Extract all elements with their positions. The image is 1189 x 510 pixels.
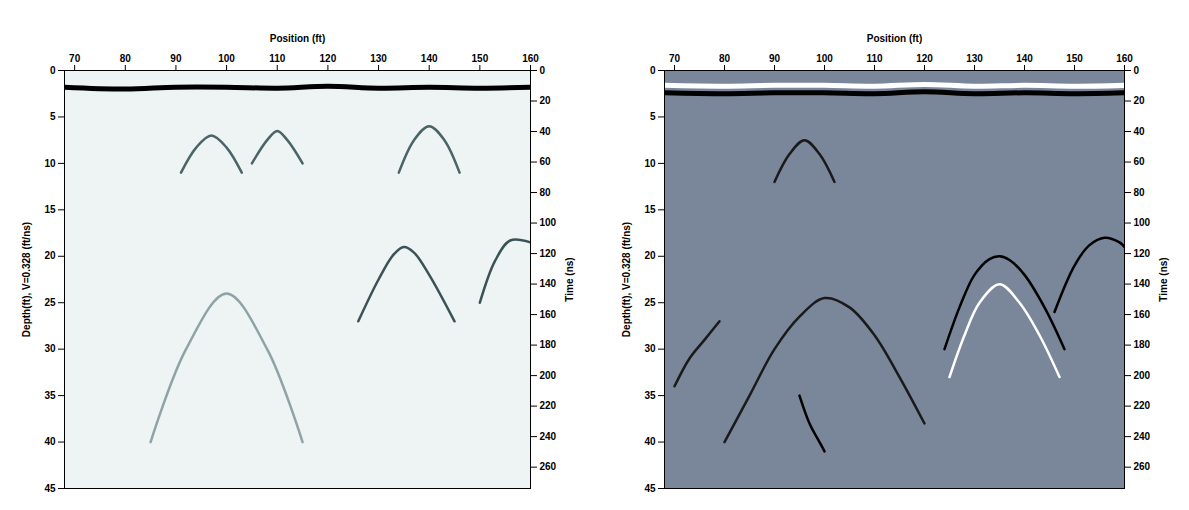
svg-text:Position (ft): Position (ft)	[867, 33, 923, 44]
svg-text:40: 40	[540, 126, 552, 137]
svg-text:220: 220	[1134, 400, 1151, 411]
svg-text:120: 120	[916, 53, 933, 64]
svg-text:110: 110	[269, 53, 286, 64]
svg-text:70: 70	[669, 53, 681, 64]
svg-text:15: 15	[644, 204, 656, 215]
svg-text:140: 140	[540, 278, 557, 289]
svg-text:0: 0	[50, 65, 56, 76]
svg-text:130: 130	[370, 53, 387, 64]
svg-text:150: 150	[472, 53, 489, 64]
svg-text:Depth(ft), V=0.328 (ft/ns): Depth(ft), V=0.328 (ft/ns)	[621, 222, 632, 337]
svg-text:100: 100	[218, 53, 235, 64]
svg-text:130: 130	[966, 53, 983, 64]
svg-text:80: 80	[719, 53, 731, 64]
svg-text:110: 110	[866, 53, 883, 64]
svg-text:80: 80	[1134, 187, 1146, 198]
svg-text:60: 60	[1134, 156, 1146, 167]
svg-text:Time (ns): Time (ns)	[564, 257, 575, 301]
svg-text:140: 140	[421, 53, 438, 64]
svg-text:15: 15	[44, 204, 56, 215]
svg-text:40: 40	[644, 436, 656, 447]
svg-text:25: 25	[644, 297, 656, 308]
svg-text:160: 160	[1116, 53, 1133, 64]
svg-text:60: 60	[540, 156, 552, 167]
svg-text:150: 150	[1066, 53, 1083, 64]
svg-text:20: 20	[540, 95, 552, 106]
svg-text:120: 120	[540, 248, 557, 259]
svg-text:35: 35	[644, 390, 656, 401]
svg-text:180: 180	[1134, 339, 1151, 350]
svg-text:45: 45	[44, 483, 56, 494]
svg-text:0: 0	[650, 65, 656, 76]
svg-text:160: 160	[1134, 309, 1151, 320]
svg-text:180: 180	[540, 339, 557, 350]
svg-text:200: 200	[1134, 370, 1151, 381]
svg-text:80: 80	[120, 53, 132, 64]
svg-text:160: 160	[540, 309, 557, 320]
svg-text:Depth(ft), V=0.328 (ft/ns): Depth(ft), V=0.328 (ft/ns)	[21, 222, 32, 337]
svg-text:35: 35	[44, 390, 56, 401]
svg-text:20: 20	[44, 250, 56, 261]
svg-text:220: 220	[540, 400, 557, 411]
svg-text:10: 10	[44, 158, 56, 169]
svg-text:200: 200	[540, 370, 557, 381]
svg-text:0: 0	[540, 65, 546, 76]
svg-text:70: 70	[69, 53, 81, 64]
svg-text:90: 90	[769, 53, 781, 64]
svg-text:80: 80	[540, 187, 552, 198]
svg-text:30: 30	[44, 343, 56, 354]
svg-text:0: 0	[1134, 65, 1140, 76]
svg-text:45: 45	[644, 483, 656, 494]
svg-text:160: 160	[522, 53, 539, 64]
svg-text:Position (ft): Position (ft)	[270, 33, 326, 44]
svg-text:20: 20	[1134, 95, 1146, 106]
svg-text:120: 120	[1134, 248, 1151, 259]
svg-text:240: 240	[540, 431, 557, 442]
svg-text:100: 100	[540, 217, 557, 228]
svg-text:260: 260	[1134, 461, 1151, 472]
svg-text:40: 40	[1134, 126, 1146, 137]
svg-text:20: 20	[644, 250, 656, 261]
svg-text:260: 260	[540, 461, 557, 472]
svg-text:5: 5	[50, 111, 56, 122]
svg-text:25: 25	[44, 297, 56, 308]
svg-text:40: 40	[44, 436, 56, 447]
svg-text:10: 10	[644, 158, 656, 169]
svg-text:120: 120	[320, 53, 337, 64]
svg-text:240: 240	[1134, 431, 1151, 442]
svg-text:5: 5	[650, 111, 656, 122]
svg-text:Time (ns): Time (ns)	[1158, 257, 1169, 301]
svg-text:100: 100	[816, 53, 833, 64]
svg-text:90: 90	[170, 53, 182, 64]
svg-text:140: 140	[1134, 278, 1151, 289]
svg-text:30: 30	[644, 343, 656, 354]
svg-text:140: 140	[1016, 53, 1033, 64]
svg-text:100: 100	[1134, 217, 1151, 228]
